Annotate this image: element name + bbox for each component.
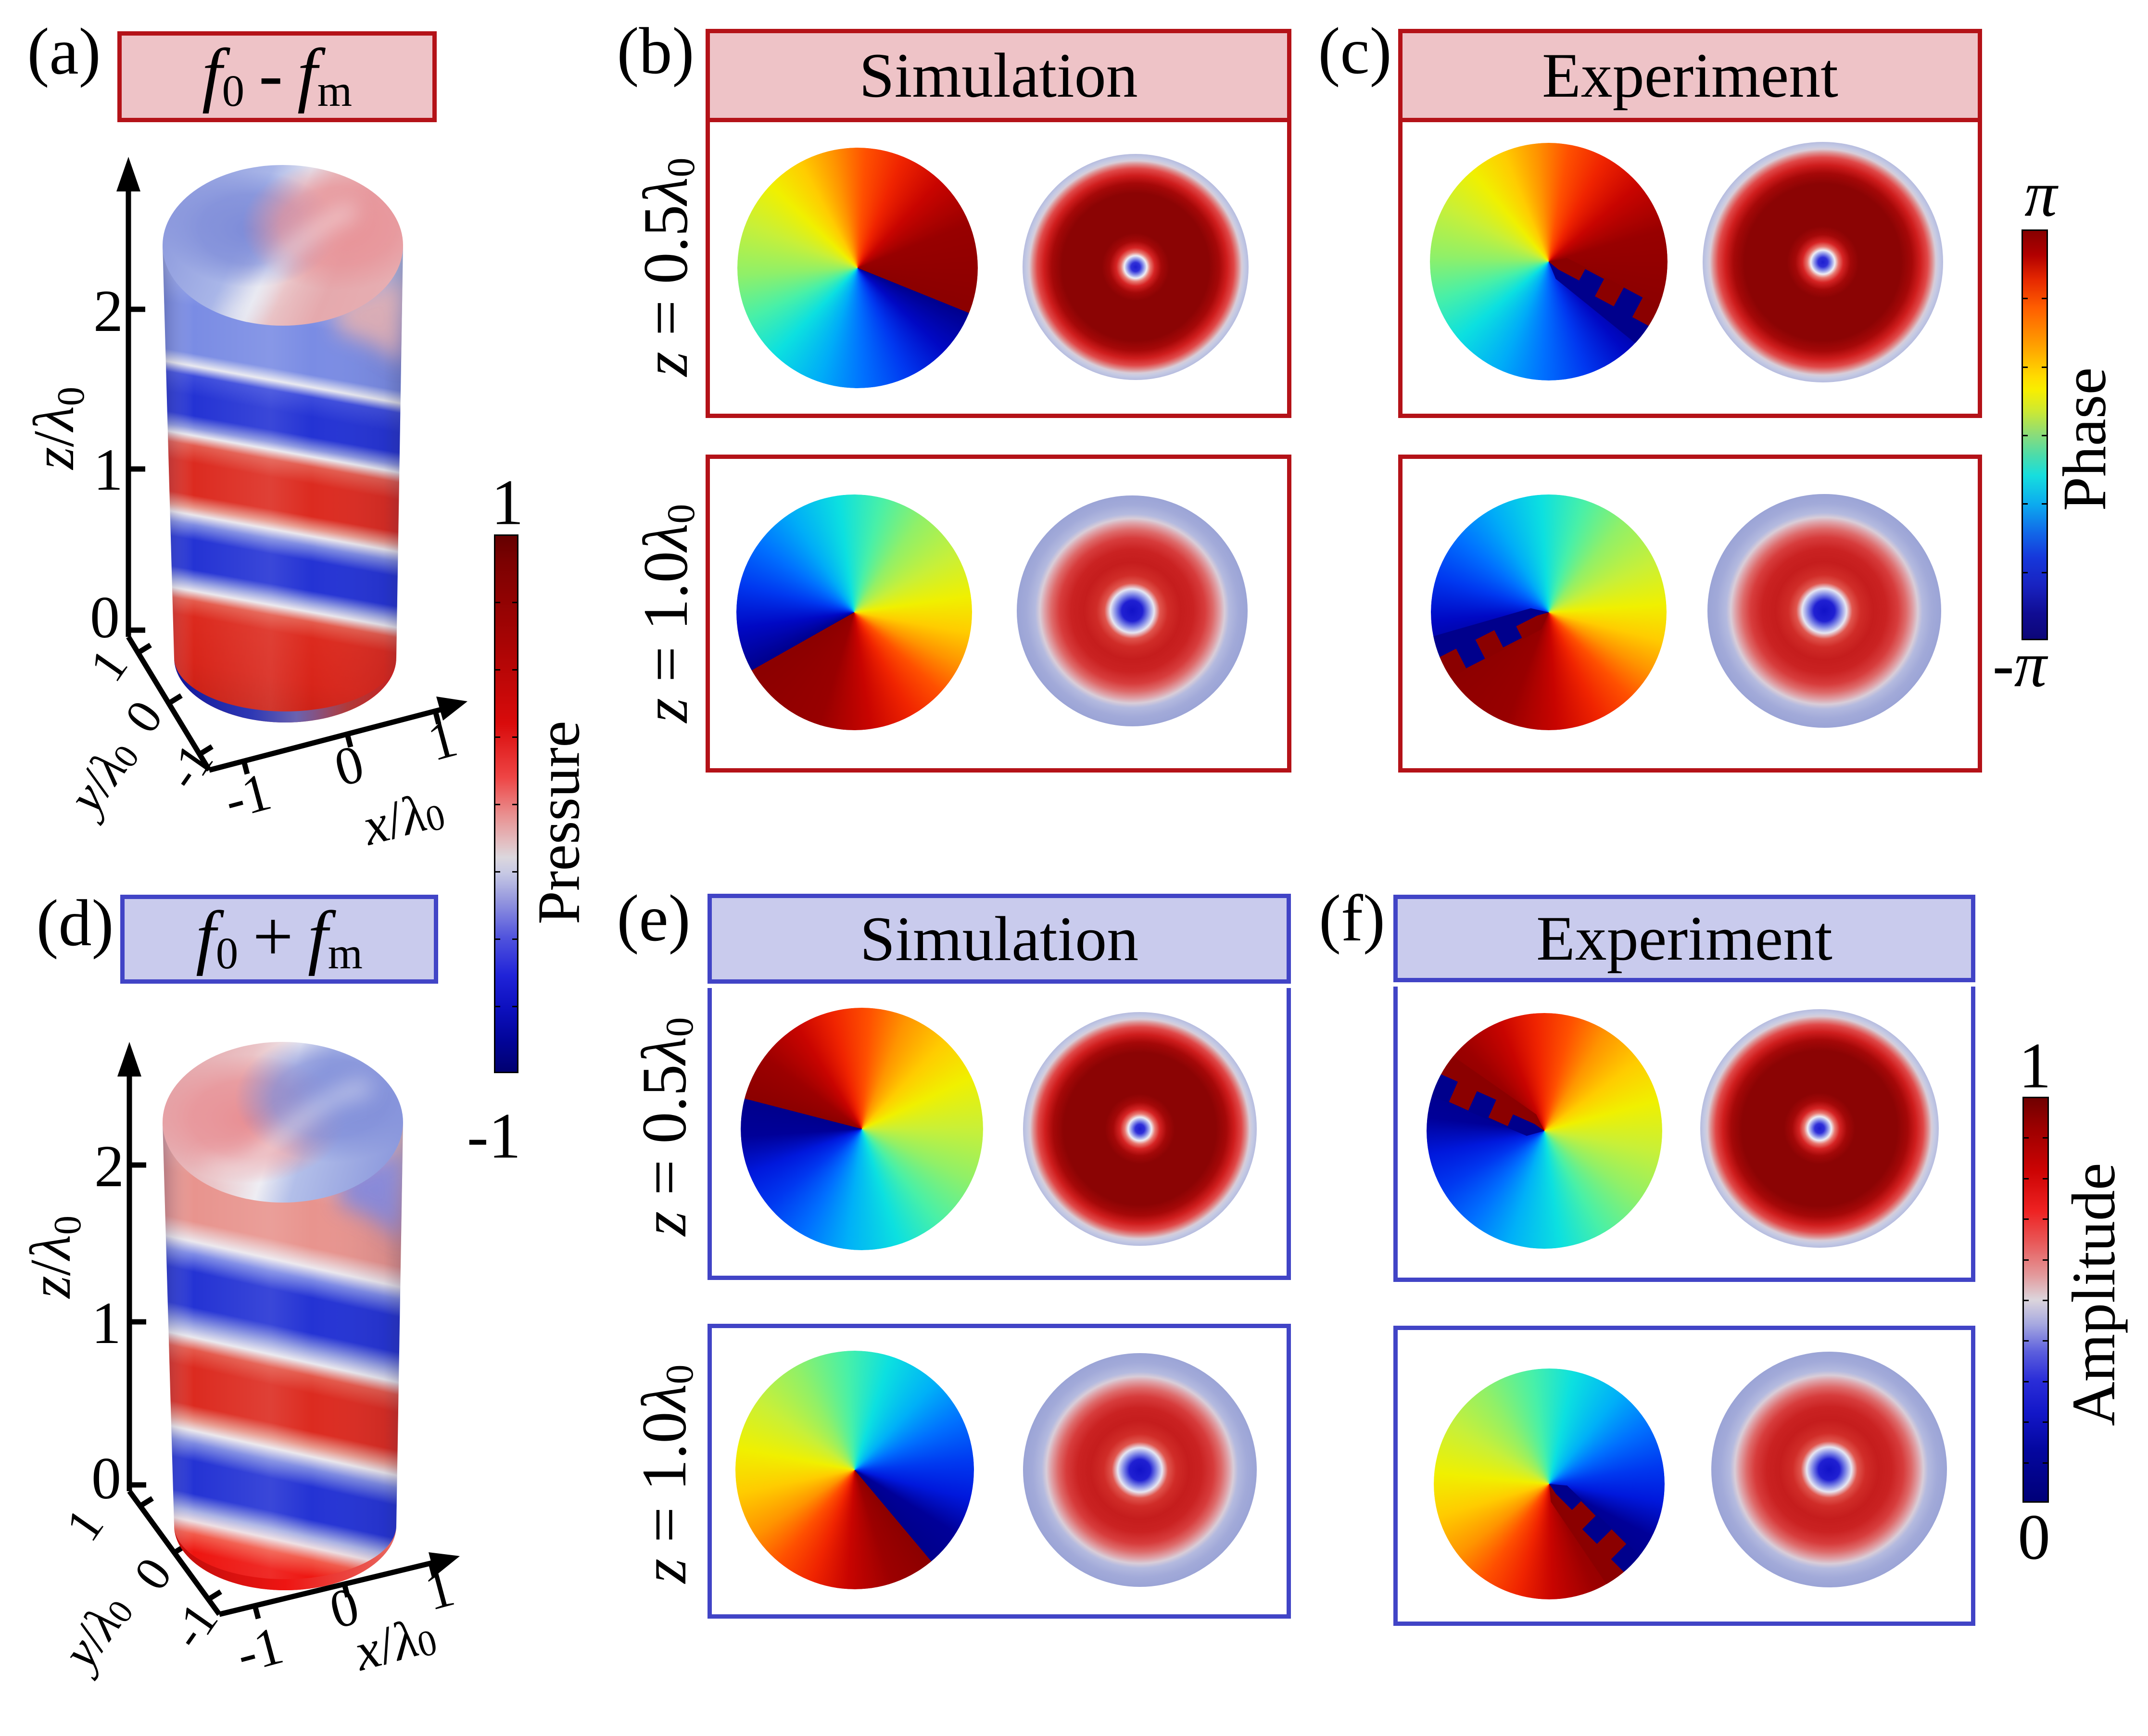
svg-text:1: 1 <box>91 1290 121 1356</box>
svg-text:y/λ0: y/λ0 <box>54 728 147 826</box>
svg-text:0: 0 <box>91 1445 121 1511</box>
svg-text:1: 1 <box>422 708 463 773</box>
svg-text:z/λ0: z/λ0 <box>22 387 92 470</box>
svg-text:-1: -1 <box>218 761 277 831</box>
svg-text:0: 0 <box>329 734 370 798</box>
svg-text:1: 1 <box>419 1558 460 1622</box>
svg-text:-1: -1 <box>155 734 224 799</box>
svg-text:0: 0 <box>90 584 120 650</box>
svg-text:-1: -1 <box>230 1615 289 1685</box>
svg-text:z/λ0: z/λ0 <box>18 1216 89 1299</box>
svg-text:2: 2 <box>94 1133 124 1199</box>
svg-text:-1: -1 <box>160 1593 229 1659</box>
svg-text:y/λ0: y/λ0 <box>49 1584 141 1682</box>
svg-text:1: 1 <box>93 437 123 503</box>
svg-text:2: 2 <box>93 278 123 344</box>
svg-text:x/λ0: x/λ0 <box>347 1604 442 1683</box>
